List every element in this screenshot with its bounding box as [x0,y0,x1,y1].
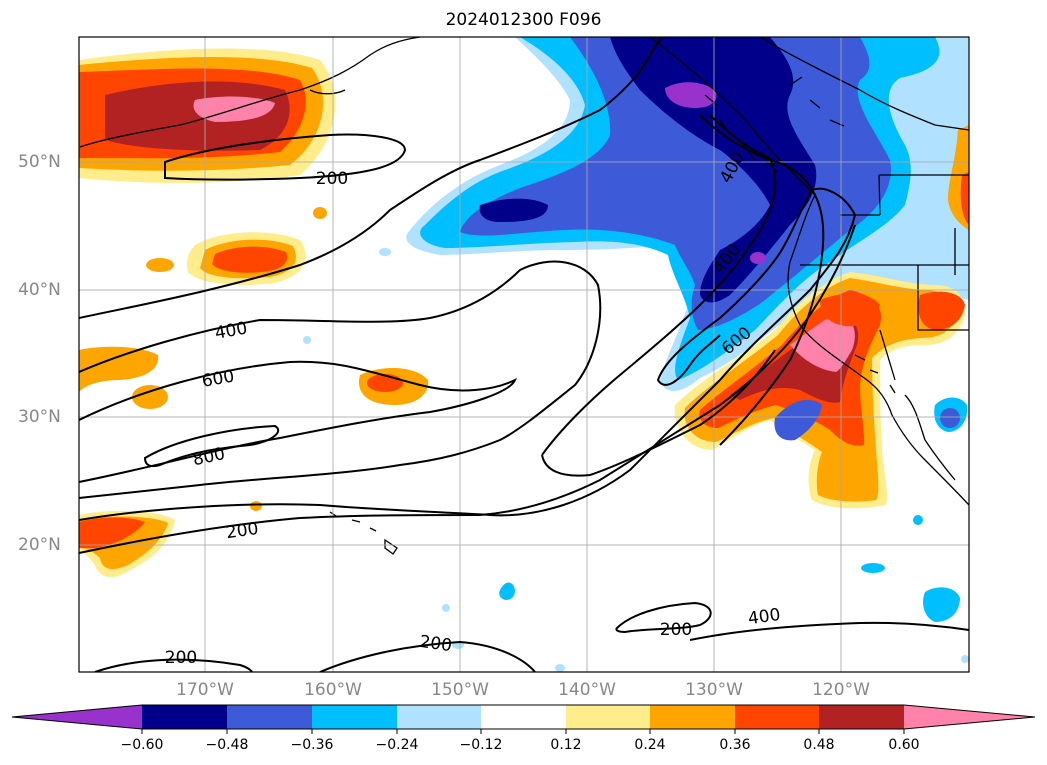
colorbar-tick-label: −0.12 [459,737,503,753]
colorbar-segment [566,705,650,729]
lat-label: 20°N [18,535,61,555]
lon-label: 130°W [685,680,743,700]
lat-label: 50°N [18,152,61,172]
colorbar-tick-label: −0.60 [120,737,164,753]
colorbar-tick-label: −0.48 [205,737,249,753]
anomaly-negative-small [303,248,969,672]
colorbar-tick-label: −0.36 [290,737,334,753]
lat-label: 30°N [18,407,61,427]
lon-label: 140°W [558,680,616,700]
colorbar-ticks [141,729,905,734]
coastlines [79,37,969,555]
lon-label: 160°W [304,680,362,700]
colorbar-extend-high [904,705,1035,729]
colorbar-segment [227,705,312,729]
colorbar-tick-label: 0.60 [888,737,920,753]
colorbar-tick-label: 0.12 [550,737,582,753]
map-area: 200 400 600 800 200 200 200 200 400 400 … [79,37,969,672]
colorbar-segment [312,705,397,729]
lon-label: 170°W [176,680,234,700]
contour-label: 200 [418,632,453,656]
contour-label: 200 [316,169,348,189]
anomaly-positive-small [79,207,429,577]
anomaly-positive-aleutians [79,48,336,183]
colorbar-tick-label: 0.24 [634,737,666,753]
colorbar-segment [650,705,735,729]
map-title: 2024012300 F096 [445,10,602,30]
colorbar-segment [819,705,904,729]
colorbar-segment [481,705,566,729]
colorbar-segment [397,705,481,729]
colorbar-tick-label: 0.36 [719,737,751,753]
lon-label: 120°W [812,680,870,700]
lon-label: 150°W [431,680,489,700]
contour-label: 400 [747,605,782,629]
colorbar-tick-label: 0.48 [803,737,835,753]
lat-label: 40°N [18,280,61,300]
colorbar-segment [142,705,227,729]
gridlines [79,37,969,672]
height-contours [79,37,969,672]
contour-label: 200 [165,648,197,668]
colorbar-segment [735,705,819,729]
colorbar [11,704,1036,734]
colorbar-tick-label: −0.24 [375,737,419,753]
map-frame [78,36,970,673]
contour-label: 200 [225,519,260,543]
contour-label: 200 [660,620,692,640]
anomaly-positive-california [674,125,969,509]
colorbar-extend-low [12,705,142,729]
